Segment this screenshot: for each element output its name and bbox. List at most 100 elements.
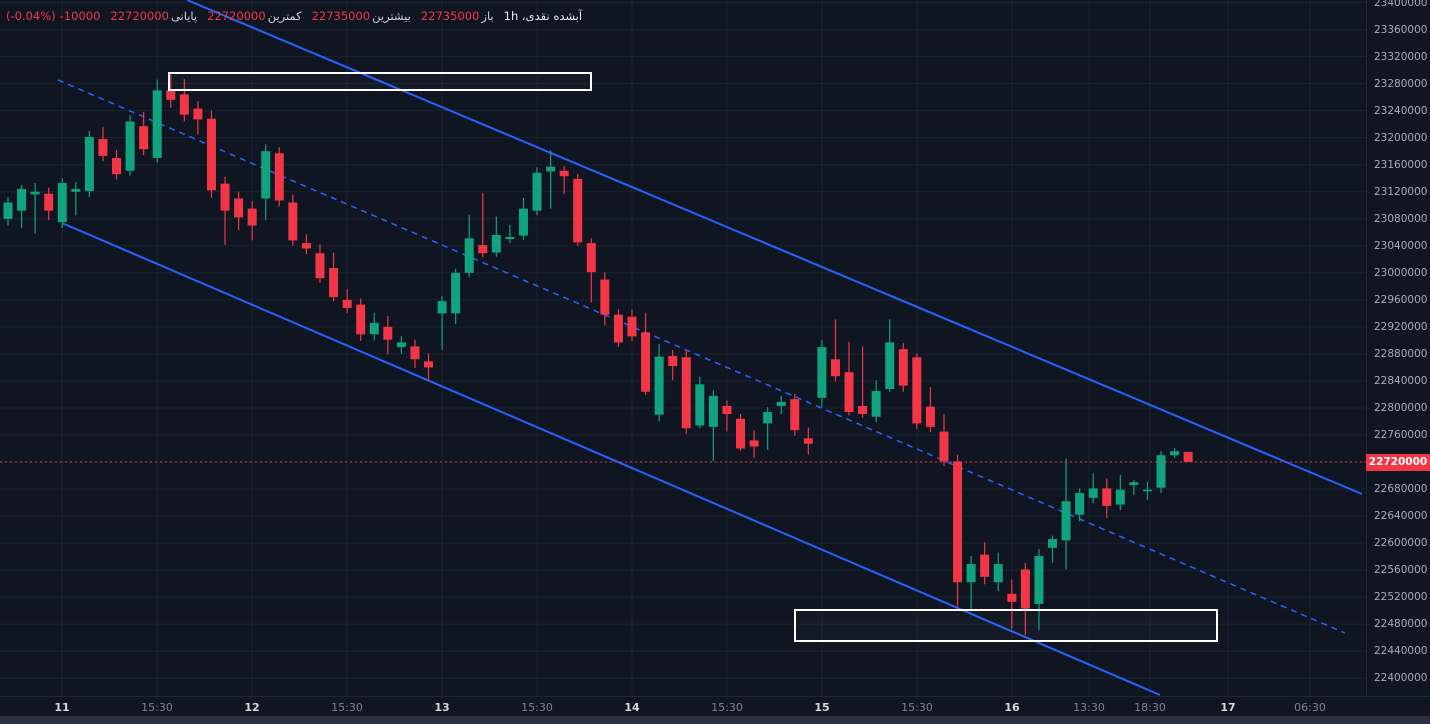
candle-body-up	[532, 172, 542, 211]
candle-body-up	[152, 90, 162, 158]
price-axis-label: 22960000	[1374, 293, 1428, 306]
legend-low: کمترین 22720000	[207, 9, 301, 23]
candle-body-down	[301, 243, 311, 249]
candle-body-up	[871, 391, 881, 417]
change-percent: (-0.04%)	[6, 9, 56, 23]
candle-body-down	[641, 332, 651, 392]
candle-body-down	[179, 94, 189, 115]
candle-body-up	[1075, 493, 1085, 515]
candle-body-up	[654, 356, 664, 415]
candle-body-down	[206, 118, 216, 191]
candle-body-down	[139, 126, 149, 150]
time-axis-day-label: 11	[54, 701, 70, 714]
candle-body-down	[844, 372, 854, 412]
candle-body-down	[600, 279, 610, 315]
candle-body-down	[953, 461, 963, 583]
close-value: 22720000	[110, 9, 169, 23]
trendline-channel-lower[interactable]	[61, 222, 1161, 696]
candle-body-up	[261, 151, 271, 199]
candle-body-up	[1048, 539, 1058, 548]
time-axis-label: 15:30	[141, 701, 173, 714]
candle-body-down	[912, 357, 922, 424]
candle-body-down	[559, 170, 569, 177]
price-axis-label: 23400000	[1374, 0, 1428, 9]
time-axis-day-label: 15	[814, 701, 830, 714]
time-axis[interactable]: 11 15:30 12 15:30 13 15:30 14 15:30 15 15:30 16 13:…	[0, 696, 1430, 717]
candle-body-down	[98, 139, 108, 156]
legend-change: (-0.04%) -10000	[6, 9, 100, 23]
candle-body-up	[1156, 455, 1166, 488]
candle-body-down	[722, 405, 732, 415]
candle-body-down	[858, 405, 868, 415]
symbol-title[interactable]: آبشده نقدی، 1h	[503, 9, 583, 23]
candle-body-up	[817, 347, 827, 398]
candle-body-up	[1142, 489, 1152, 492]
candle-body-up	[763, 412, 773, 424]
candle-body-down	[1183, 451, 1193, 462]
candle-body-down	[803, 438, 813, 444]
candle-body-down	[749, 440, 759, 447]
candle-body-down	[939, 431, 949, 462]
legend-close: پایانی 22720000	[110, 9, 197, 23]
price-axis-label: 23120000	[1374, 185, 1428, 198]
candle-body-down	[790, 399, 800, 431]
candle-body-up	[3, 202, 13, 219]
time-axis-day-label: 17	[1220, 701, 1236, 714]
candle-body-down	[1102, 488, 1112, 506]
candle-body-down	[193, 108, 203, 120]
trendline-channel-upper[interactable]	[186, 0, 1363, 495]
candle-body-up	[1034, 555, 1044, 604]
ohlc-legend: آبشده نقدی، 1h باز 22735000 بیشترین 227350…	[6, 9, 582, 23]
rectangle-drawing-bottom[interactable]	[794, 609, 1218, 642]
time-axis-label: 15:30	[711, 701, 743, 714]
last-price-label: 22720000	[1366, 453, 1430, 471]
price-axis-label: 22560000	[1374, 564, 1428, 577]
candle-body-up	[464, 238, 474, 273]
candle-body-up	[1170, 451, 1180, 456]
candle-body-up	[505, 237, 515, 240]
price-axis[interactable]: 23400000 23360000 23320000 23280000 23240000…	[1366, 0, 1430, 696]
price-axis-label: 22640000	[1374, 510, 1428, 523]
candle-body-up	[57, 182, 67, 223]
price-axis-label: 22760000	[1374, 428, 1428, 441]
price-axis-label: 22880000	[1374, 347, 1428, 360]
candle-body-down	[315, 253, 325, 279]
candle-body-up	[695, 384, 705, 426]
candle-body-up	[776, 401, 786, 406]
time-axis-label: 15:30	[331, 701, 363, 714]
candle-body-up	[1115, 489, 1125, 505]
candle-body-down	[925, 406, 935, 427]
candle-body-up	[885, 342, 895, 390]
candle-body-down	[424, 361, 434, 368]
candle-body-up	[125, 121, 135, 171]
legend-high: بیشترین 22735000	[312, 9, 411, 23]
candle-body-down	[613, 314, 623, 343]
trendline-median-dashed[interactable]	[57, 79, 1346, 634]
open-label: باز	[481, 9, 494, 23]
candle-body-down	[234, 198, 244, 218]
candle-body-down	[1007, 593, 1017, 602]
candle-body-up	[451, 272, 461, 314]
time-axis-label: 15:30	[901, 701, 933, 714]
horizontal-scrollbar[interactable]	[0, 716, 1430, 724]
candle-body-up	[993, 564, 1003, 583]
high-value: 22735000	[311, 9, 371, 23]
low-value: 22720000	[207, 9, 266, 23]
candle-body-up	[17, 189, 27, 211]
candle-body-down	[668, 355, 678, 367]
candle-body-down	[898, 349, 908, 386]
candle-body-down	[166, 90, 176, 100]
price-chart-canvas[interactable]	[0, 0, 1366, 696]
time-axis-day-label: 16	[1004, 701, 1020, 714]
candle-body-up	[518, 208, 528, 236]
candle-body-up	[437, 301, 447, 314]
candle-body-down	[410, 346, 420, 360]
rectangle-drawing-top[interactable]	[168, 72, 592, 91]
candle-body-down	[112, 157, 122, 175]
candle-body-down	[356, 304, 366, 335]
candle-body-up	[396, 342, 406, 348]
price-axis-label: 23160000	[1374, 158, 1428, 171]
price-axis-label: 22440000	[1374, 645, 1428, 658]
candle-body-down	[1020, 569, 1030, 609]
low-label: کمترین	[267, 9, 302, 23]
